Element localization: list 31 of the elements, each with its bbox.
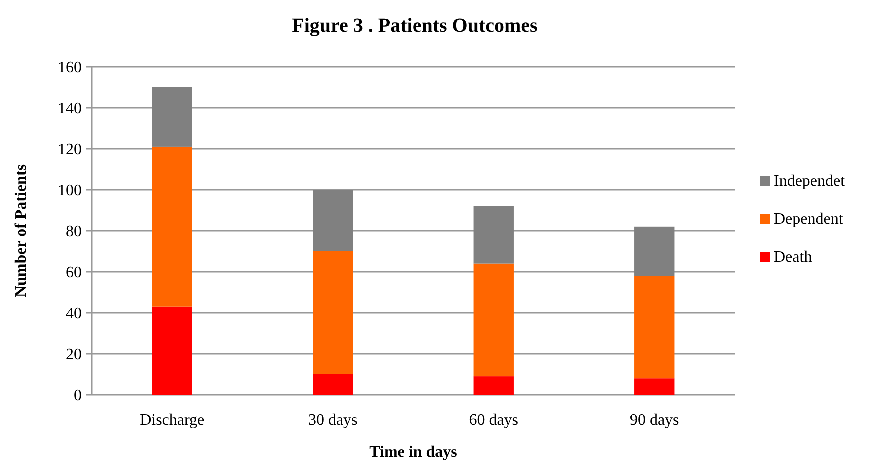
x-tick-label: 90 days	[630, 412, 680, 429]
chart-title: Figure 3 . Patients Outcomes	[292, 15, 538, 37]
bar	[474, 264, 514, 377]
bar	[152, 306, 192, 395]
x-tick-label: Discharge	[140, 412, 205, 429]
bar	[474, 376, 514, 395]
y-tick-label: 80	[66, 224, 82, 241]
y-tick-label: 60	[66, 264, 82, 282]
bar	[634, 276, 675, 379]
y-tick-label: 20	[66, 346, 82, 364]
bar	[313, 252, 354, 374]
bar	[634, 226, 675, 276]
y-tick-label: 40	[66, 306, 82, 323]
x-tick-label: 60 days	[469, 412, 519, 429]
y-tick-label: 140	[58, 100, 82, 118]
legend-label: Death	[774, 249, 812, 266]
bar	[152, 88, 192, 147]
y-tick-label: 160	[58, 60, 82, 77]
y-tick-label: 100	[58, 182, 82, 200]
bar	[313, 374, 354, 395]
legend-label: Dependent	[774, 211, 844, 228]
legend-label: Independet	[774, 173, 846, 190]
bar	[313, 190, 354, 252]
bar	[474, 206, 514, 264]
bar	[634, 378, 675, 395]
x-tick-label: 30 days	[308, 412, 358, 429]
bar	[152, 146, 192, 307]
y-tick-label: 0	[74, 388, 82, 405]
y-tick-label: 120	[58, 142, 82, 159]
y-axis-title: Number of Patients	[13, 164, 30, 298]
x-axis-title: Time in days	[370, 444, 458, 461]
